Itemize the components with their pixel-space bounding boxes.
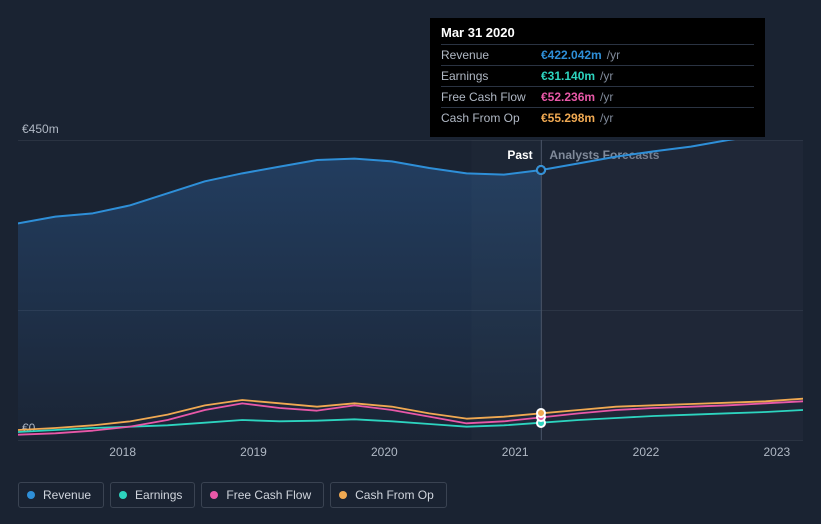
x-axis-label: 2021 (502, 445, 529, 459)
hover-tooltip: Mar 31 2020 Revenue€422.042m/yrEarnings€… (430, 18, 765, 137)
legend-item[interactable]: Free Cash Flow (201, 482, 324, 508)
legend-item-label: Free Cash Flow (226, 488, 311, 502)
x-axis-label: 2023 (763, 445, 790, 459)
tooltip-date: Mar 31 2020 (441, 25, 754, 44)
legend-item-label: Earnings (135, 488, 182, 502)
tooltip-row-unit: /yr (607, 48, 620, 62)
x-axis-label: 2022 (633, 445, 660, 459)
legend-item-label: Revenue (43, 488, 91, 502)
tooltip-row-value: €52.236m (541, 90, 595, 104)
tooltip-row-value: €31.140m (541, 69, 595, 83)
legend-item[interactable]: Revenue (18, 482, 104, 508)
x-axis-label: 2020 (371, 445, 398, 459)
x-axis-labels: 2018 2019 2020 2021 2022 2023 (18, 445, 803, 465)
y-axis-label-max: €450m (22, 122, 59, 136)
legend-dot-icon (27, 491, 35, 499)
legend: Revenue Earnings Free Cash Flow Cash From O… (18, 482, 447, 508)
hover-marker (536, 408, 546, 418)
legend-dot-icon (339, 491, 347, 499)
legend-item[interactable]: Cash From Op (330, 482, 447, 508)
tooltip-row: Free Cash Flow€52.236m/yr (441, 86, 754, 107)
tooltip-row-label: Revenue (441, 48, 541, 62)
tooltip-row-unit: /yr (600, 69, 613, 83)
tooltip-row-label: Free Cash Flow (441, 90, 541, 104)
grid-line (18, 440, 803, 441)
legend-item-label: Cash From Op (355, 488, 434, 502)
legend-dot-icon (119, 491, 127, 499)
legend-dot-icon (210, 491, 218, 499)
legend-item[interactable]: Earnings (110, 482, 195, 508)
chart-svg (18, 140, 803, 440)
tooltip-row: Cash From Op€55.298m/yr (441, 107, 754, 128)
tooltip-row: Revenue€422.042m/yr (441, 44, 754, 65)
chart-plot-area (18, 140, 803, 440)
tooltip-row: Earnings€31.140m/yr (441, 65, 754, 86)
x-axis-label: 2019 (240, 445, 267, 459)
tooltip-row-label: Cash From Op (441, 111, 541, 125)
tooltip-row-unit: /yr (600, 111, 613, 125)
divider-marker (536, 165, 546, 175)
tooltip-row-unit: /yr (600, 90, 613, 104)
tooltip-row-value: €55.298m (541, 111, 595, 125)
tooltip-row-value: €422.042m (541, 48, 602, 62)
tooltip-row-label: Earnings (441, 69, 541, 83)
x-axis-label: 2018 (109, 445, 136, 459)
